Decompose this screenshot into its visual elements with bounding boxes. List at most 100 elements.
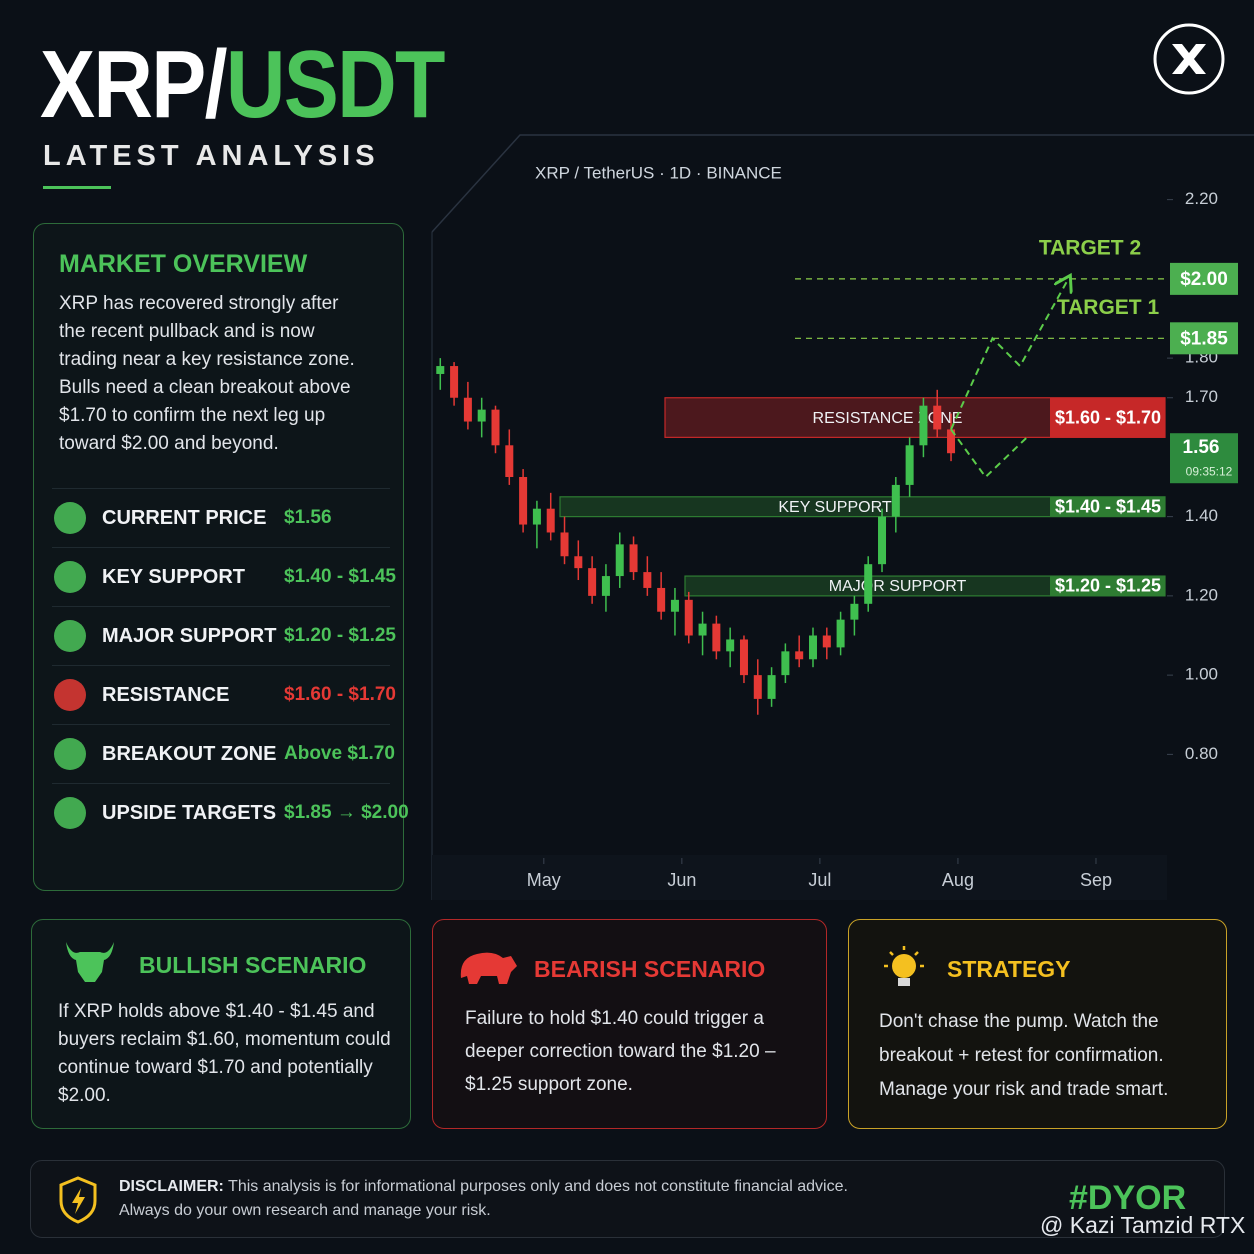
chart-title: XRP / TetherUS · 1D · BINANCE (535, 163, 782, 182)
candle-body (795, 651, 804, 660)
overview-panel: MARKET OVERVIEW XRP has recovered strong… (33, 223, 409, 891)
candle-body (822, 635, 831, 648)
candle-body (491, 409, 500, 446)
row-value: $1.20 - $1.25 (284, 625, 396, 646)
candle-body (560, 532, 569, 557)
candle-body (726, 639, 735, 652)
y-tick-label: 0.80 (1185, 744, 1218, 763)
disclaimer-line: DISCLAIMER: This analysis is for informa… (119, 1178, 848, 1196)
target-box (1170, 262, 1238, 295)
title-part: XRP/ (40, 31, 228, 138)
row-divider (52, 724, 390, 725)
title-part: USDT (225, 31, 446, 138)
x-tick-label: Jul (808, 870, 831, 890)
candle-body (905, 445, 914, 485)
target-value: $1.85 (1180, 328, 1228, 349)
candle-body (781, 651, 790, 676)
scenario-text: Failure to hold $1.40 could trigger a de… (465, 1008, 776, 1095)
zone-label: MAJOR SUPPORT (829, 578, 967, 595)
subtitle: LATEST ANALYSIS (43, 140, 380, 172)
x-tick-label: May (527, 870, 561, 890)
candle-body (753, 675, 762, 699)
target-label: TARGET 1 (1057, 296, 1160, 319)
zone-range-label: $1.60 - $1.70 (1055, 407, 1161, 427)
row-icon (54, 561, 86, 593)
shield-icon (59, 1176, 97, 1224)
current-box (1170, 433, 1238, 484)
row-icon (54, 738, 86, 770)
candle-body (891, 484, 900, 517)
current-price: 1.56 (1183, 437, 1220, 458)
title: XRP/USDT (40, 30, 446, 140)
row-value: Above $1.70 (284, 743, 395, 764)
projection (950, 279, 1068, 430)
zone-range-box (1050, 397, 1165, 438)
candle-body (836, 619, 845, 648)
disclaimer-text: This analysis is for informational purpo… (228, 1178, 848, 1195)
candle-body (864, 564, 873, 604)
row-divider (52, 606, 390, 607)
row-label: KEY SUPPORT (102, 566, 245, 588)
candle-body (684, 599, 693, 636)
zone-range-label: $1.20 - $1.25 (1055, 576, 1161, 596)
candle-body (532, 508, 541, 525)
logo (1153, 23, 1225, 95)
scenario-title: STRATEGY (947, 956, 1071, 982)
row-label: BREAKOUT ZONE (102, 743, 277, 765)
row-label: MAJOR SUPPORT (102, 625, 277, 647)
x-tick-label: Jun (667, 870, 696, 890)
y-tick-label: 1.70 (1185, 387, 1218, 406)
target-box (1170, 322, 1238, 355)
target-label: TARGET 2 (1039, 236, 1141, 259)
y-tick-label: 1.40 (1185, 506, 1218, 525)
bullish-panel: BULLISH SCENARIO If XRP holds above $1.4… (31, 919, 411, 1129)
candle-body (947, 429, 956, 454)
candle-body (698, 623, 707, 636)
disclaimer-panel: DISCLAIMER: This analysis is for informa… (30, 1160, 1225, 1238)
candle-body (739, 639, 748, 676)
candle-body (919, 405, 928, 446)
row-label: CURRENT PRICE (102, 507, 267, 529)
row-icon (54, 502, 86, 534)
y-tick-label: 2.20 (1185, 189, 1218, 208)
candle-body (657, 587, 666, 612)
row-label: UPSIDE TARGETS (102, 802, 277, 824)
row-divider (52, 547, 390, 548)
row-value: $1.60 - $1.70 (284, 684, 396, 705)
bull-icon (66, 942, 114, 982)
row-value: $1.56 (284, 507, 332, 528)
x-tick-label: Sep (1080, 870, 1112, 890)
bear-icon (460, 952, 517, 984)
bulb-icon (884, 946, 924, 986)
scenario-title: BULLISH SCENARIO (139, 952, 367, 978)
candle-body (519, 477, 528, 525)
strategy-panel: STRATEGY Don't chase the pump. Watch the… (848, 919, 1227, 1129)
row-divider (52, 783, 390, 784)
watermark: @ Kazi Tamzid RTX (1040, 1212, 1246, 1238)
candle-body (477, 409, 486, 422)
candle-body (463, 397, 472, 422)
zone-range-box (1050, 576, 1165, 596)
scenario-title: BEARISH SCENARIO (534, 956, 766, 982)
bearish-panel: BEARISH SCENARIO Failure to hold $1.40 c… (432, 919, 827, 1129)
x-axis-band (432, 855, 1167, 900)
y-tick-label: 1.20 (1185, 585, 1218, 604)
candle-body (643, 572, 652, 588)
scenario-text: If XRP holds above $1.40 - $1.45 and buy… (58, 1001, 391, 1106)
zone-range-box (1050, 496, 1165, 517)
row-value: $1.40 - $1.45 (284, 566, 396, 587)
candle-body (588, 568, 597, 596)
candle-body (574, 556, 583, 569)
chart: XRP / TetherUS · 1D · BINANCE 2.201.801.… (431, 134, 1254, 900)
projection (950, 428, 1028, 479)
frame (431, 134, 1254, 233)
candle-body (878, 516, 887, 565)
candle-body (505, 445, 514, 477)
zone-range-label: $1.40 - $1.45 (1055, 496, 1161, 516)
row-icon (54, 679, 86, 711)
row-icon (54, 797, 86, 829)
candle-body (933, 405, 942, 430)
candle-body (615, 544, 624, 577)
scenario-text: Don't chase the pump. Watch the breakout… (879, 1011, 1169, 1100)
